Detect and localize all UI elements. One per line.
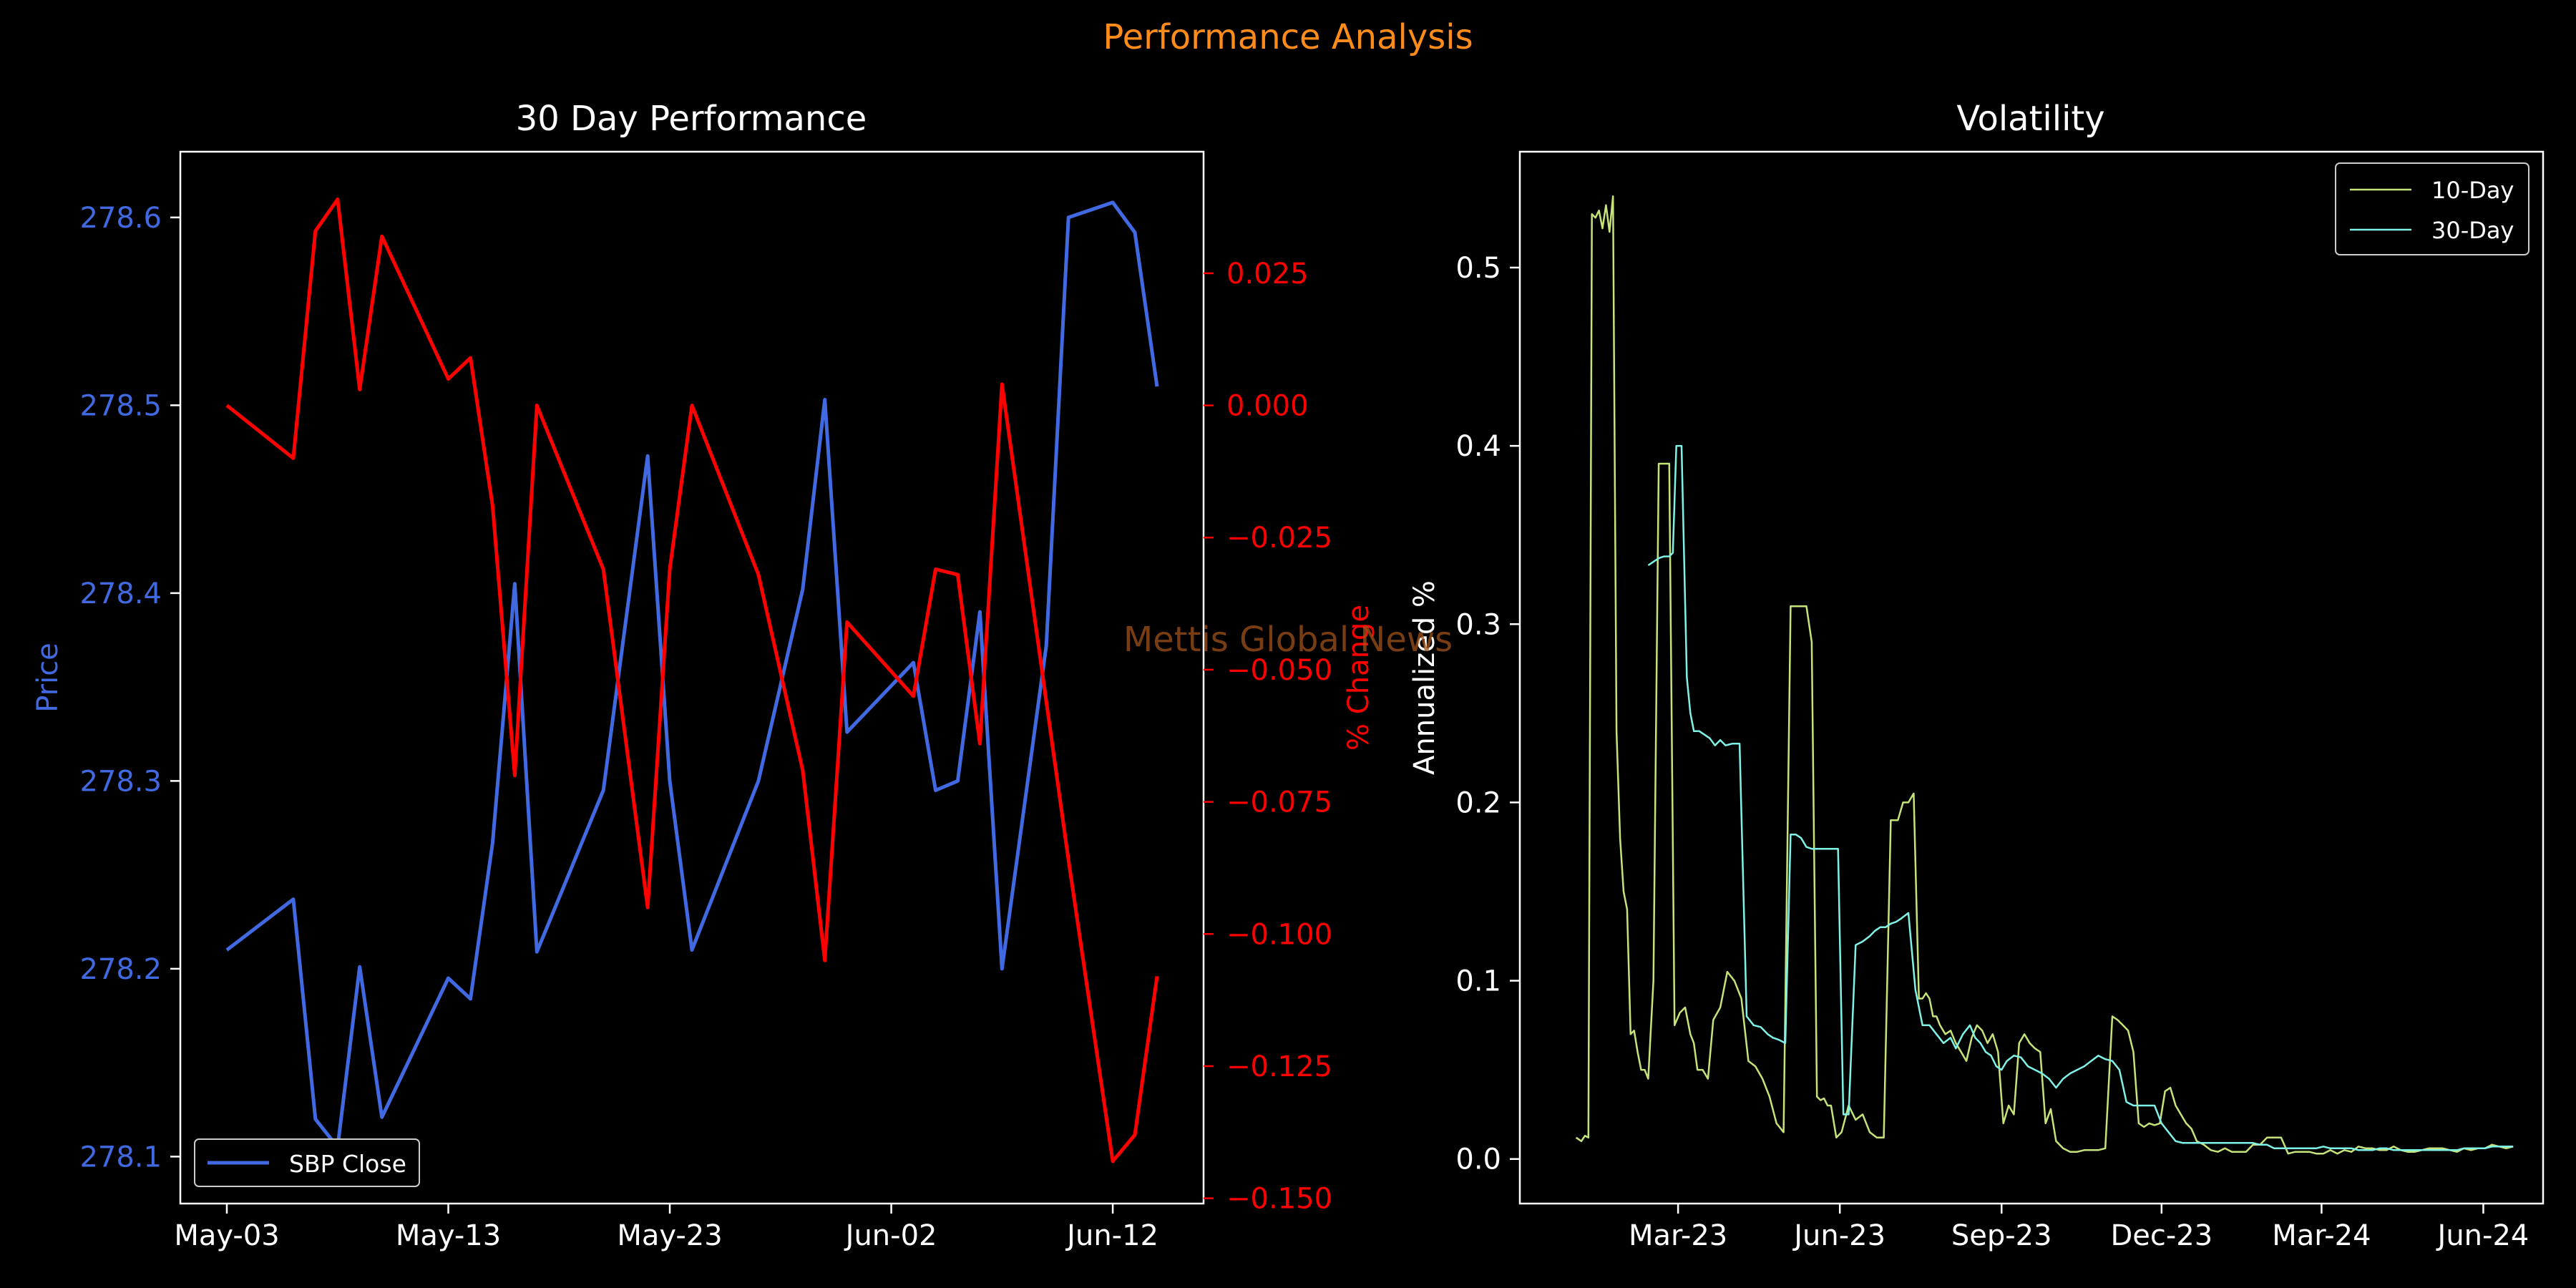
performance-x-tick-label: May-23 [617,1219,722,1252]
pct-change-line [225,197,1159,1163]
volatility-x-tick-label: Dec-23 [2110,1219,2212,1252]
pct-change-y-tick-label: 0.025 [1226,258,1309,291]
volatility-y-tick-label: 0.1 [1455,965,1501,998]
performance-x-tick-label: Jun-02 [844,1219,937,1252]
volatility-chart: Volatility Mar-23 Jun-23 Sep-23 Dec-23 Mar-2… [1408,99,2545,1252]
sbp-close-line [225,200,1159,1149]
price-y-tick-label: 278.6 [79,202,162,235]
volatility-y-tick-label: 0.4 [1455,430,1501,463]
volatility-y-tick-label: 0.5 [1455,252,1501,285]
performance-legend-box [194,1138,420,1187]
pct-change-y-tick-label: −0.100 [1226,918,1332,951]
volatility-x-axis: Mar-23 Jun-23 Sep-23 Dec-23 Mar-24 Jun-24 [1629,1204,2529,1252]
volatility-30-day-line [1647,444,2514,1151]
volatility-y-tick-label: 0.2 [1455,786,1501,819]
volatility-y-axis: 0.0 0.1 0.2 0.3 0.4 0.5 [1455,252,1520,1176]
volatility-legend: 10-Day 30-Day [2335,162,2529,255]
price-y-tick-label: 278.1 [79,1141,162,1174]
performance-x-tick-label: May-13 [396,1219,501,1252]
price-y-tick-label: 278.4 [79,577,162,610]
price-y-tick-label: 278.2 [79,953,162,986]
figure-suptitle: Performance Analysis [1103,17,1473,57]
performance-x-axis: May-03 May-13 May-23 Jun-02 Jun-12 [174,1204,1158,1252]
price-axis-label: Price [31,643,64,713]
legend-label-30-day: 30-Day [2431,217,2514,244]
performance-x-tick-label: Jun-12 [1065,1219,1158,1252]
legend-label-sbp-close: SBP Close [289,1150,406,1178]
pct-change-axis-label: % Change [1342,605,1375,751]
volatility-series [1575,195,2514,1155]
volatility-y-tick-label: 0.3 [1455,608,1501,641]
performance-chart-title: 30 Day Performance [516,99,867,139]
volatility-x-tick-label: Mar-24 [2272,1219,2371,1252]
performance-series [225,197,1159,1163]
performance-legend: SBP Close [194,1138,420,1187]
pct-change-y-tick-label: −0.150 [1226,1183,1332,1216]
pct-change-y-tick-label: 0.000 [1226,390,1309,423]
volatility-y-tick-label: 0.0 [1455,1143,1501,1176]
volatility-x-tick-label: Jun-23 [1792,1219,1885,1252]
price-y-tick-label: 278.3 [79,765,162,798]
watermark-text: Mettis Global News [1123,620,1453,660]
price-y-axis: 278.1 278.2 278.3 278.4 278.5 278.6 [79,202,180,1174]
pct-change-y-tick-label: −0.125 [1226,1050,1332,1083]
volatility-legend-box [2335,162,2529,255]
price-y-tick-label: 278.5 [79,389,162,422]
volatility-x-tick-label: Mar-23 [1629,1219,1727,1252]
performance-x-tick-label: May-03 [174,1219,279,1252]
volatility-x-tick-label: Sep-23 [1951,1219,2052,1252]
pct-change-y-tick-label: −0.075 [1226,786,1332,819]
performance-chart: 30 Day Performance May-03 May-13 May-23 Jun… [31,99,1375,1252]
annualized-axis-label: Annualized % [1408,580,1441,775]
pct-change-y-tick-label: −0.025 [1226,522,1332,555]
pct-change-y-tick-label: −0.050 [1226,654,1332,687]
volatility-chart-title: Volatility [1956,99,2104,139]
pct-change-y-axis: 0.025 0.000 −0.025 −0.050 −0.075 −0.100 −0.125… [1204,258,1332,1216]
volatility-plot-area [1518,150,2545,1205]
volatility-x-tick-label: Jun-24 [2436,1219,2529,1252]
volatility-10-day-line [1575,195,2514,1155]
performance-plot-area [179,150,1205,1205]
legend-label-10-day: 10-Day [2431,177,2514,204]
